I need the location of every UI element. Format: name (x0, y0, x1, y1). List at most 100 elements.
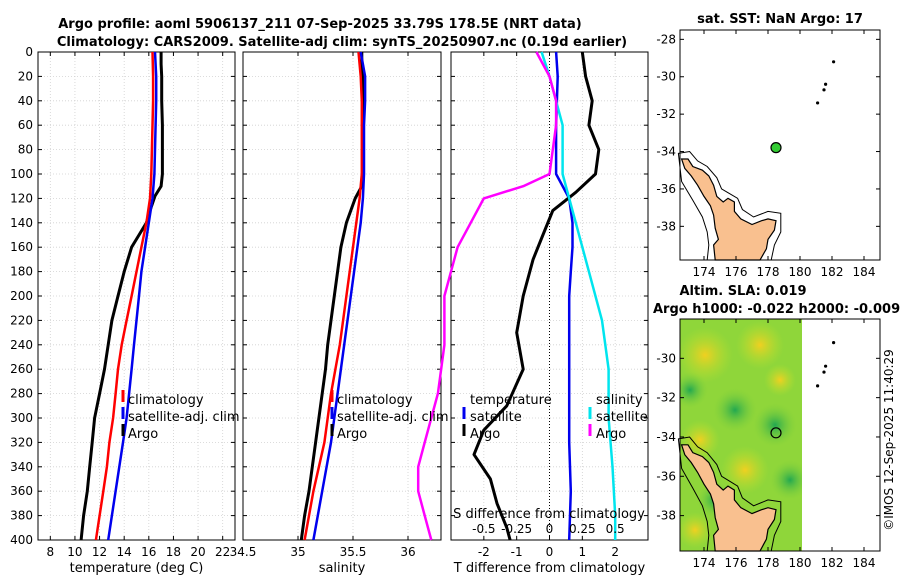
s-tick-label: -0.5 (472, 522, 495, 536)
x-tick-label: 35.5 (340, 545, 367, 559)
x-tick-label: 12 (92, 545, 107, 559)
argo-position-marker (770, 427, 782, 439)
x-axis-label: temperature (deg C) (70, 561, 204, 576)
legend-title-salinity: salinity (596, 393, 643, 408)
lat-tick-label: -30 (656, 70, 676, 84)
s-tick-label: 0.5 (606, 522, 625, 536)
y-tick-label: 80 (18, 143, 33, 157)
land-new-zealand (680, 444, 777, 552)
x-tick-label: 1 (579, 545, 587, 559)
island-dot (822, 88, 826, 92)
y-tick-label: 120 (10, 191, 33, 205)
lat-tick-label: -36 (656, 182, 676, 196)
lat-tick-label: -28 (656, 32, 676, 46)
y-tick-label: 100 (10, 167, 33, 181)
island-dot (824, 82, 828, 86)
island-dot (824, 364, 828, 368)
figure-title-line1: Argo profile: aoml 5906137_211 07-Sep-20… (58, 17, 582, 32)
lat-tick-label: -30 (656, 351, 676, 365)
series-t-argo (472, 51, 601, 541)
y-tick-label: 340 (10, 460, 33, 474)
x-tick-label: 22 (215, 545, 230, 559)
lon-tick-label: 182 (821, 556, 844, 570)
sla-blob (770, 460, 802, 500)
imos-credit: ©IMOS 12-Sep-2025 11:40:29 (882, 349, 896, 531)
y-tick-label: 200 (10, 289, 33, 303)
x-tick-label: 8 (46, 545, 54, 559)
legend-label: Argo (128, 427, 158, 442)
y-tick-label: 40 (18, 94, 33, 108)
series-argo (299, 52, 365, 541)
sla-map: Altim. SLA: 0.019 Argo h1000: -0.022 h200… (653, 284, 900, 570)
lon-tick-label: 178 (757, 265, 780, 279)
legend-label: satellite (470, 410, 522, 425)
lat-tick-label: -38 (656, 219, 676, 233)
legend-label: Argo (596, 427, 626, 442)
x-tick-label: 10 (67, 545, 82, 559)
island-dot (816, 384, 820, 388)
lon-tick-label: 178 (757, 556, 780, 570)
legend-salinity: climatology satellite-adj. clim Argo (330, 390, 449, 442)
y-tick-label: 160 (10, 240, 33, 254)
y-tick-label: 180 (10, 265, 33, 279)
panel-differences: -2 -1 0 1 2 T difference from climatology (416, 51, 649, 576)
y-tick-label: 60 (18, 118, 33, 132)
y-tick-label: 140 (10, 216, 33, 230)
s-tick-label: 0 (546, 522, 554, 536)
island-dot (822, 370, 826, 374)
x-axis-label: salinity (319, 561, 366, 576)
y-tick-label: 280 (10, 387, 33, 401)
y-tick-label: 240 (10, 338, 33, 352)
island-dot (832, 340, 836, 345)
x-tick-label: 20 (190, 545, 205, 559)
y-tick-label: 400 (10, 533, 33, 547)
legend-label: climatology (337, 393, 413, 408)
panel-salinity: 34.5 35 35.5 36 salinity (230, 51, 442, 576)
sla-blob (680, 512, 713, 548)
series-argo (79, 52, 164, 541)
y-tick-label: 0 (25, 45, 33, 59)
x-axis-label: T difference from climatology (453, 561, 646, 576)
lon-tick-label: 176 (725, 556, 748, 570)
series-satellite-adj-clim (312, 51, 367, 541)
series-climatology (94, 51, 155, 541)
lon-tick-label: 182 (821, 265, 844, 279)
y-tick-label: 20 (18, 69, 33, 83)
series-satellite-adj-clim (106, 51, 158, 541)
argo-position-marker (770, 142, 782, 154)
legend-label: climatology (128, 393, 204, 408)
y-tick-label: 300 (10, 411, 33, 425)
island-dot (832, 60, 836, 64)
map-frame (679, 318, 881, 552)
lon-tick-label: 174 (693, 265, 716, 279)
x-tick-label: 35 (290, 545, 305, 559)
sst-map-title: sat. SST: NaN Argo: 17 (697, 12, 863, 27)
land-new-zealand (680, 158, 777, 261)
lon-tick-label: 176 (725, 265, 748, 279)
lat-tick-label: -32 (656, 391, 676, 405)
lat-tick-label: -32 (656, 107, 676, 121)
y-tick-label: 380 (10, 509, 33, 523)
x-tick-label: 18 (166, 545, 181, 559)
map-frame (679, 29, 881, 261)
x-tick-label: 0 (546, 545, 554, 559)
legend-label: satellite-adj. clim (337, 410, 449, 425)
s-axis-label: S difference from climatology (453, 507, 645, 522)
y-tick-label: 360 (10, 484, 33, 498)
sla-blob (721, 446, 769, 494)
legend-differences: temperature satellite Argo salinity satellit… (453, 393, 648, 536)
lon-tick-label: 184 (853, 556, 876, 570)
x-tick-label: -1 (511, 545, 523, 559)
island-dot (816, 101, 820, 105)
s-tick-label: 0.25 (569, 522, 596, 536)
panel-frame (37, 51, 236, 541)
sla-blob (680, 372, 708, 408)
lon-tick-label: 174 (693, 556, 716, 570)
sla-blob (680, 327, 733, 383)
profile-panels: 8 10 12 14 16 18 20 220204060801001201401601802… (10, 45, 649, 576)
lon-tick-label: 180 (789, 265, 812, 279)
y-tick-label: 320 (10, 435, 33, 449)
series-s-satellite (540, 51, 617, 540)
x-tick-label: 2 (611, 545, 619, 559)
